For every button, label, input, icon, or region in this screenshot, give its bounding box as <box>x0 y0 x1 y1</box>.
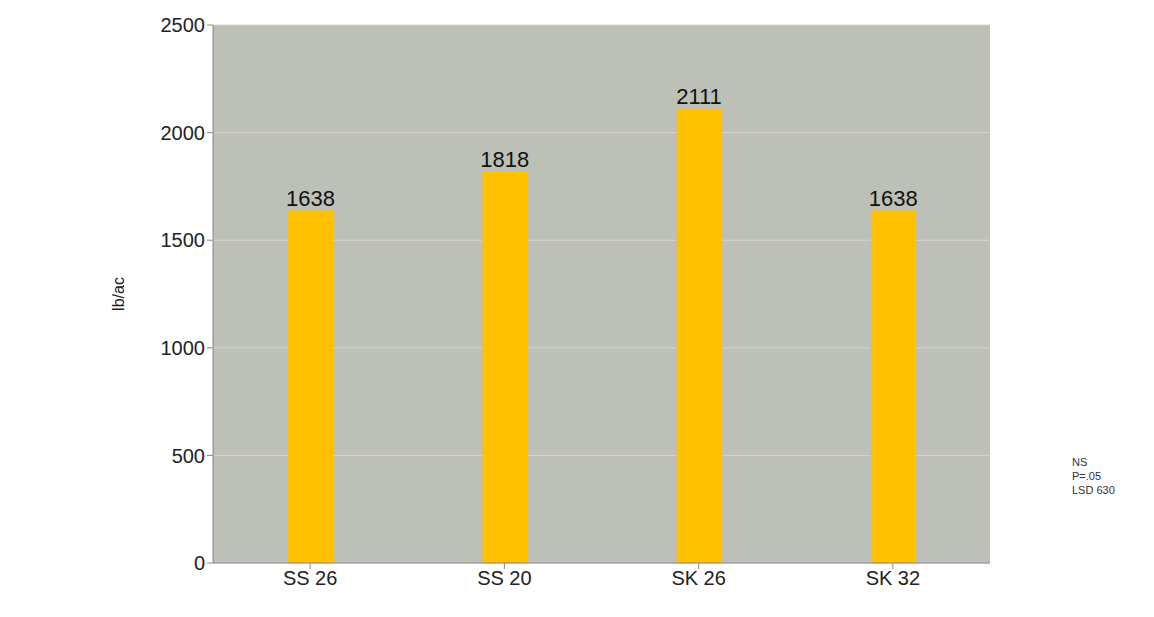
svg-text:SK 32: SK 32 <box>866 567 920 589</box>
svg-text:500: 500 <box>172 445 205 467</box>
svg-text:1638: 1638 <box>869 186 918 211</box>
svg-text:1500: 1500 <box>161 229 206 251</box>
svg-text:1638: 1638 <box>286 186 335 211</box>
svg-text:2000: 2000 <box>161 122 206 144</box>
svg-text:SS 26: SS 26 <box>283 567 337 589</box>
svg-text:SS 20: SS 20 <box>477 567 531 589</box>
svg-text:2111: 2111 <box>676 84 722 109</box>
svg-text:1818: 1818 <box>480 147 529 172</box>
html-text:LSD 630: LSD 630 <box>1072 484 1115 496</box>
svg-text:SK 26: SK 26 <box>671 567 725 589</box>
html-text:P=.05: P=.05 <box>1072 470 1102 482</box>
svg-text:lb/ac: lb/ac <box>110 277 127 311</box>
svg-text:0: 0 <box>194 552 205 574</box>
svg-text:2500: 2500 <box>161 14 206 36</box>
svg-text:1000: 1000 <box>161 337 206 359</box>
html-text:NS: NS <box>1072 456 1088 468</box>
